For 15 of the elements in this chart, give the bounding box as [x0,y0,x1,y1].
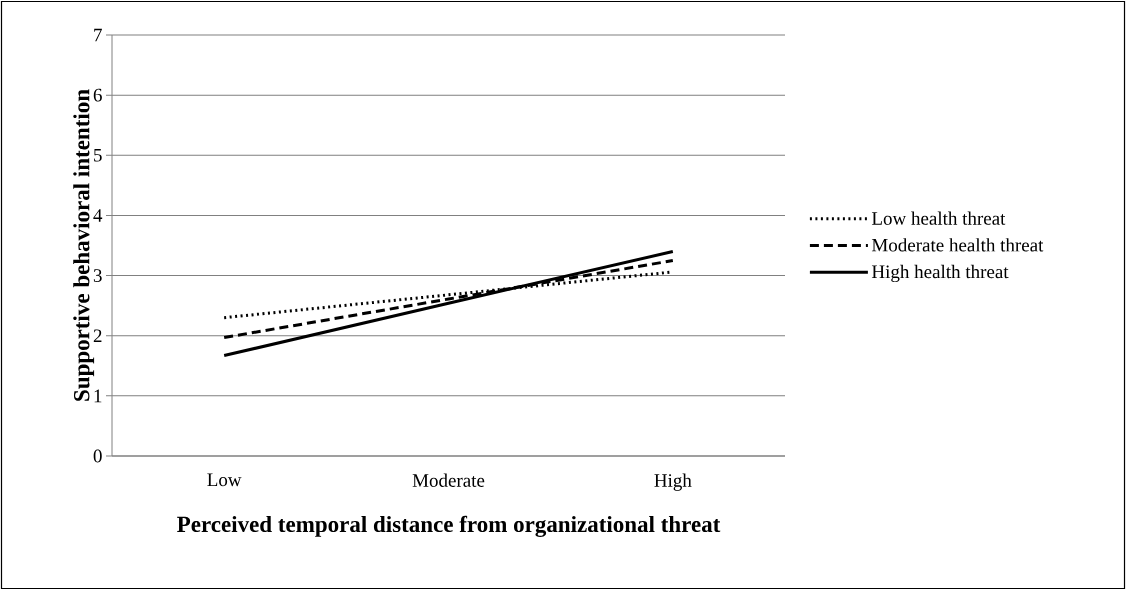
y-tick-label: 4 [93,209,103,222]
y-tick-label: 3 [93,269,102,282]
y-tick-label: 0 [93,449,102,463]
x-axis-title: Perceived temporal distance from organizational threat [177,515,721,537]
y-tick-label: 1 [94,389,102,403]
x-tick-label: Moderate [412,473,485,487]
legend-label: Low health threat [871,211,1006,225]
legend-label: Moderate health threat [871,238,1044,252]
x-tick-label: Low [207,473,242,487]
y-tick-label: 5 [94,148,102,162]
legend-label: High health threat [871,264,1009,283]
y-tick-label: 6 [93,88,102,102]
y-tick-label: 2 [93,329,102,343]
x-tick-label: High [654,473,692,491]
y-tick-label: 7 [94,28,102,42]
